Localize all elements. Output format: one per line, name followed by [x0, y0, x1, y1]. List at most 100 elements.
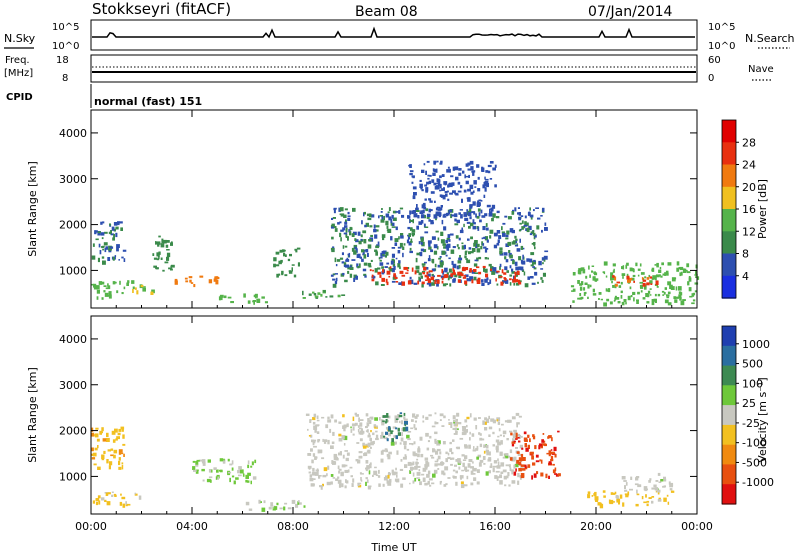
- power-echo-cell: [487, 164, 492, 168]
- power-echo-cell: [416, 270, 420, 273]
- velocity-echo-cell: [616, 498, 621, 503]
- power-echo-cell: [379, 215, 383, 217]
- power-echo-cell: [637, 291, 640, 295]
- power-echo-cell: [478, 212, 481, 217]
- power-echo-region: [174, 275, 220, 288]
- velocity-echo-cell: [260, 501, 262, 503]
- nsky-label: N.Sky: [4, 32, 36, 45]
- power-echo-cell: [345, 236, 349, 238]
- velocity-echo-cell: [378, 469, 380, 474]
- power-echo-cell: [650, 283, 653, 285]
- power-echo-cell: [427, 258, 431, 262]
- velocity-echo-cell: [411, 419, 414, 422]
- velocity-echo-cell: [550, 459, 554, 462]
- velocity-colorbar-tick-label: -100: [742, 437, 767, 450]
- velocity-echo-cell: [479, 443, 483, 448]
- velocity-echo-cell: [387, 474, 390, 479]
- power-echo-cell: [630, 295, 633, 298]
- power-echo-cell: [454, 166, 459, 171]
- power-echo-cell: [388, 207, 391, 211]
- velocity-echo-cell: [372, 474, 374, 477]
- power-echo-cell: [408, 164, 410, 167]
- power-echo-cell: [334, 273, 338, 275]
- power-echo-cell: [483, 267, 485, 272]
- velocity-echo-cell: [630, 476, 633, 480]
- power-echo-cell: [412, 186, 417, 190]
- power-echo-cell: [334, 280, 338, 285]
- power-echo-cell: [359, 263, 361, 268]
- velocity-echo-cell: [341, 483, 344, 488]
- power-echo-cell: [393, 217, 397, 221]
- velocity-echo-cell: [339, 451, 342, 456]
- velocity-echo-cell: [436, 458, 439, 462]
- velocity-echo-cell: [347, 469, 350, 473]
- velocity-echo-cell: [391, 469, 394, 474]
- velocity-echo-cell: [646, 500, 650, 503]
- velocity-echo-cell: [457, 422, 462, 425]
- velocity-echo-cell: [363, 453, 367, 457]
- velocity-echo-cell: [392, 426, 397, 429]
- velocity-echo-cell: [375, 437, 379, 441]
- power-echo-cell: [542, 262, 544, 265]
- velocity-echo-cell: [445, 451, 448, 455]
- velocity-echo-cell: [509, 430, 513, 433]
- velocity-echo-cell: [247, 472, 251, 476]
- velocity-echo-cell: [448, 419, 450, 421]
- power-echo-cell: [515, 282, 520, 286]
- power-colorbar-segment: [722, 186, 736, 210]
- velocity-echo-cell: [316, 419, 320, 422]
- power-echo-cell: [278, 273, 281, 276]
- velocity-echo-cell: [357, 429, 360, 433]
- velocity-echo-cell: [521, 468, 526, 471]
- power-echo-cell: [654, 276, 657, 281]
- velocity-echo-cell: [447, 477, 451, 479]
- power-echo-cell: [375, 281, 379, 286]
- power-echo-cell: [660, 275, 663, 278]
- power-colorbar-segment: [722, 253, 736, 277]
- power-echo-cell: [446, 246, 450, 251]
- power-echo-cell: [484, 278, 488, 283]
- velocity-echo-cell: [403, 418, 408, 423]
- velocity-echo-cell: [201, 468, 205, 472]
- power-echo-cell: [694, 274, 698, 276]
- power-echo-cell: [334, 228, 338, 232]
- power-echo-cell: [612, 275, 615, 278]
- power-echo-cell: [156, 252, 159, 257]
- power-echo-cell: [410, 238, 413, 243]
- power-echo-cell: [667, 291, 671, 295]
- power-echo-cell: [348, 229, 351, 233]
- x-tick-label: 20:00: [580, 520, 612, 533]
- power-echo-cell: [283, 252, 286, 257]
- power-echo-cell: [579, 283, 583, 286]
- power-echo-cell: [454, 274, 458, 278]
- power-echo-cell: [480, 200, 483, 202]
- velocity-echo-cell: [369, 462, 372, 466]
- power-echo-cell: [538, 260, 542, 266]
- power-colorbar-segment: [722, 142, 736, 166]
- velocity-echo-cell: [305, 413, 310, 416]
- power-echo-cell: [398, 282, 402, 285]
- velocity-echo-cell: [383, 477, 388, 481]
- power-echo-cell: [431, 282, 435, 286]
- power-echo-cell: [517, 207, 520, 209]
- velocity-echo-cell: [518, 415, 522, 418]
- power-echo-cell: [499, 247, 503, 251]
- power-echo-cell: [504, 278, 507, 281]
- velocity-echo-cell: [622, 502, 625, 507]
- velocity-echo-cell: [518, 468, 522, 472]
- power-echo-cell: [621, 301, 625, 306]
- velocity-echo-cell: [118, 466, 122, 470]
- power-echo-cell: [662, 294, 665, 296]
- velocity-echo-cell: [541, 439, 544, 443]
- velocity-echo-cell: [138, 495, 142, 500]
- velocity-echo-cell: [448, 422, 453, 425]
- velocity-echo-cell: [240, 471, 243, 474]
- power-echo-cell: [164, 261, 169, 264]
- power-echo-cell: [345, 229, 348, 233]
- power-echo-cell: [119, 280, 121, 285]
- power-echo-cell: [620, 281, 623, 285]
- velocity-echo-cell: [394, 441, 397, 445]
- velocity-echo-cell: [386, 415, 389, 418]
- power-echo-cell: [243, 293, 246, 298]
- velocity-echo-cell: [651, 496, 655, 498]
